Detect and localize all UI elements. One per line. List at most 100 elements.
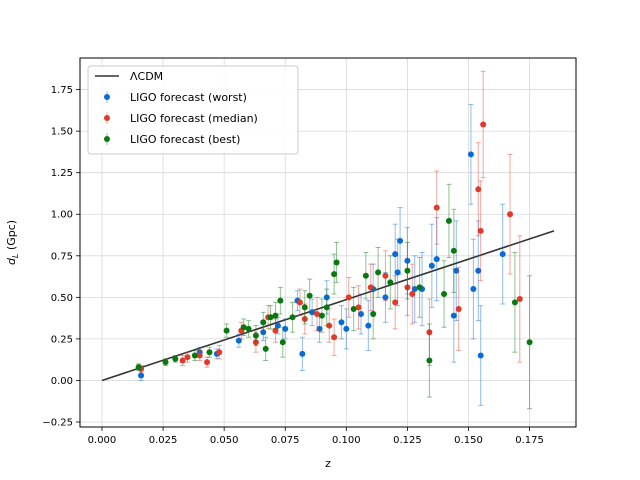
- data-point: [382, 294, 389, 301]
- data-point: [326, 322, 333, 329]
- y-axis-label-main: d: [5, 257, 18, 265]
- y-axis-label-unit: (Gpc): [5, 220, 18, 254]
- legend-marker: [104, 136, 110, 142]
- data-point: [296, 299, 303, 306]
- data-point: [262, 345, 269, 352]
- data-point: [397, 237, 404, 244]
- data-point: [467, 151, 474, 158]
- data-point: [299, 350, 306, 357]
- data-point: [433, 204, 440, 211]
- data-point: [252, 332, 259, 339]
- data-point: [331, 334, 338, 341]
- legend-box: [87, 65, 299, 155]
- data-point: [350, 305, 357, 312]
- data-point: [475, 267, 482, 274]
- data-point: [450, 247, 457, 254]
- data-point: [272, 327, 279, 334]
- data-point: [277, 297, 284, 304]
- data-point: [316, 325, 323, 332]
- x-tick-label: 0.025: [149, 435, 178, 446]
- data-point: [470, 286, 477, 293]
- y-tick-label: 0.75: [51, 251, 73, 262]
- data-point: [267, 314, 274, 321]
- x-axis-label: z: [325, 457, 331, 470]
- data-point: [331, 271, 338, 278]
- y-tick-label: 1.00: [51, 210, 73, 221]
- y-tick-label: −0.25: [42, 418, 73, 429]
- y-tick-label: 0.50: [51, 293, 73, 304]
- data-point: [428, 262, 435, 269]
- data-point: [184, 354, 191, 361]
- data-point: [416, 284, 423, 291]
- data-point: [191, 352, 198, 359]
- x-tick-label: 0.125: [393, 435, 422, 446]
- data-point: [370, 310, 377, 317]
- data-point: [450, 312, 457, 319]
- data-point: [279, 339, 286, 346]
- data-point: [252, 339, 259, 346]
- y-tick-label: 0.25: [51, 334, 73, 345]
- data-point: [306, 292, 313, 299]
- legend-marker: [104, 115, 110, 121]
- data-point: [338, 319, 345, 326]
- data-point: [301, 315, 308, 322]
- data-point: [272, 312, 279, 319]
- axes-frame: [79, 57, 577, 428]
- data-point: [323, 294, 330, 301]
- data-point: [289, 314, 296, 321]
- data-point: [387, 279, 394, 286]
- data-point: [367, 284, 374, 291]
- data-point: [206, 349, 213, 356]
- data-point: [394, 269, 401, 276]
- data-point: [499, 251, 506, 258]
- data-point: [409, 291, 416, 298]
- data-point: [357, 310, 364, 317]
- data-point: [355, 304, 362, 311]
- data-point: [411, 286, 418, 293]
- data-point: [345, 294, 352, 301]
- data-point: [526, 339, 533, 346]
- data-point: [323, 304, 330, 311]
- legend-marker: [104, 94, 110, 100]
- series-1: [138, 70, 523, 373]
- data-point: [235, 337, 242, 344]
- data-point: [441, 291, 448, 298]
- y-axis-label: dL (Gpc): [5, 220, 20, 265]
- data-point: [375, 269, 382, 276]
- data-point: [404, 267, 411, 274]
- data-point: [392, 251, 399, 258]
- data-point: [318, 312, 325, 319]
- legend-label: LIGO forecast (median): [130, 112, 258, 125]
- data-point: [172, 355, 179, 362]
- data-point: [516, 296, 523, 303]
- data-point: [179, 357, 186, 364]
- x-tick-label: 0.050: [210, 435, 239, 446]
- legend-label: LIGO forecast (best): [130, 133, 240, 146]
- data-point: [282, 325, 289, 332]
- data-point: [507, 211, 514, 218]
- data-point: [511, 299, 518, 306]
- data-point: [455, 305, 462, 312]
- data-point: [445, 217, 452, 224]
- data-point: [475, 186, 482, 193]
- legend-label: LIGO forecast (worst): [130, 91, 247, 104]
- legend-label: ΛCDM: [130, 70, 163, 83]
- data-point: [343, 325, 350, 332]
- y-tick-label: 1.50: [51, 127, 73, 138]
- data-point: [480, 121, 487, 128]
- data-point: [404, 257, 411, 264]
- data-point: [362, 272, 369, 279]
- series-2: [135, 183, 533, 410]
- x-tick-label: 0.175: [515, 435, 544, 446]
- data-point: [477, 227, 484, 234]
- data-point: [382, 272, 389, 279]
- y-tick-label: 1.25: [51, 168, 73, 179]
- data-point: [223, 327, 230, 334]
- data-point: [274, 322, 281, 329]
- data-point: [392, 299, 399, 306]
- y-axis-label-sub: L: [11, 254, 20, 258]
- data-point: [216, 349, 223, 356]
- x-tick-label: 0.150: [454, 435, 483, 446]
- data-point: [260, 319, 267, 326]
